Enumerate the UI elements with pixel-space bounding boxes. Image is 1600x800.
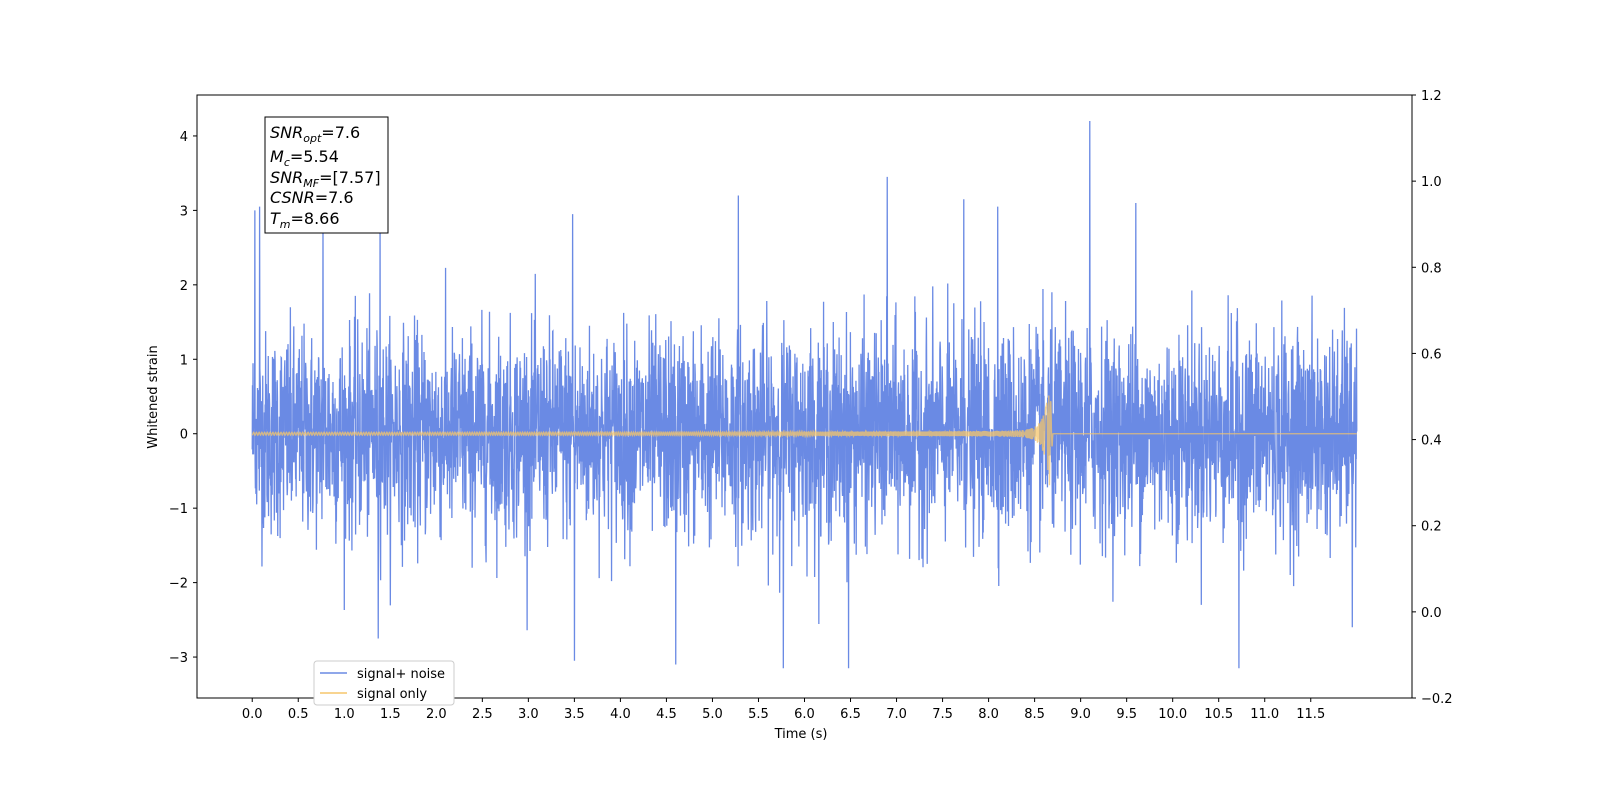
y2-tick-label: 0.4 bbox=[1421, 434, 1442, 449]
x-tick-label: 7.5 bbox=[932, 707, 953, 722]
x-tick-label: 9.5 bbox=[1116, 707, 1137, 722]
annotation-subscript: m bbox=[280, 218, 291, 231]
y2-tick-label: 1.0 bbox=[1421, 175, 1442, 190]
x-tick-label: 3.0 bbox=[518, 707, 539, 722]
annotation-subscript: opt bbox=[303, 132, 322, 145]
x-tick-label: 5.5 bbox=[748, 707, 769, 722]
y2-tick-label: −0.2 bbox=[1421, 692, 1453, 707]
annotation-key: CSNR bbox=[270, 188, 315, 207]
y-tick-label: 1 bbox=[180, 353, 188, 368]
y-tick-label: 0 bbox=[180, 428, 188, 443]
x-tick-label: 1.0 bbox=[334, 707, 355, 722]
x-tick-label: 4.0 bbox=[610, 707, 631, 722]
x-tick-label: 4.5 bbox=[656, 707, 677, 722]
annotation-line: SNRMF=[7.57] bbox=[270, 168, 381, 190]
y-tick-label: 3 bbox=[180, 204, 188, 219]
legend-label: signal only bbox=[357, 687, 427, 702]
x-tick-label: 6.0 bbox=[794, 707, 815, 722]
annotation-value: =7.6 bbox=[321, 123, 360, 142]
annotation-key: SNR bbox=[270, 168, 303, 187]
x-tick-label: 3.5 bbox=[564, 707, 585, 722]
y-tick-label: 2 bbox=[180, 279, 188, 294]
y-tick-label: 4 bbox=[180, 130, 188, 145]
legend-frame bbox=[313, 660, 455, 706]
x-tick-label: 5.0 bbox=[702, 707, 723, 722]
x-axis: 0.0 0.5 1.0 1.5 2.0 2.5 3.0 3.5 4.0 4.5 5.0 5.5 6.0 6… bbox=[242, 698, 1325, 722]
annotation-line: CSNR=7.6 bbox=[270, 188, 354, 207]
x-tick-label: 10.0 bbox=[1158, 707, 1187, 722]
y2-tick-label: 0.6 bbox=[1421, 347, 1442, 362]
x-tick-label: 7.0 bbox=[886, 707, 907, 722]
annotation-key: T bbox=[270, 209, 281, 228]
x-tick-label: 11.5 bbox=[1296, 707, 1325, 722]
y-axis-label: Whitened strain bbox=[146, 345, 161, 448]
annotation-subscript: c bbox=[284, 156, 290, 169]
x-tick-label: 0.5 bbox=[288, 707, 309, 722]
annotation-value: =[7.57] bbox=[319, 168, 381, 187]
annotation-key: SNR bbox=[270, 123, 303, 142]
x-tick-label: 8.5 bbox=[1024, 707, 1045, 722]
x-tick-label: 9.0 bbox=[1070, 707, 1091, 722]
y-tick-label: −2 bbox=[169, 577, 188, 592]
x-axis-label: Time (s) bbox=[774, 727, 828, 742]
annotation-value: =7.6 bbox=[315, 188, 354, 207]
y2-tick-label: 0.8 bbox=[1421, 261, 1442, 276]
y-tick-label: −1 bbox=[169, 502, 188, 517]
annotation-line: Tm=8.66 bbox=[270, 209, 340, 231]
y-tick-label: −3 bbox=[169, 651, 188, 666]
annotation-line: Mc=5.54 bbox=[270, 147, 339, 169]
legend: signal+ noise signal only bbox=[313, 660, 455, 706]
x-tick-label: 2.5 bbox=[472, 707, 493, 722]
series-signal-only bbox=[251, 395, 1357, 486]
y2-tick-label: 0.2 bbox=[1421, 520, 1442, 535]
legend-label: signal+ noise bbox=[357, 667, 445, 682]
signal-only-line bbox=[251, 395, 1357, 486]
metrics-annotation-box: SNRopt=7.6Mc=5.54SNRMF=[7.57]CSNR=7.6Tm=… bbox=[264, 116, 389, 234]
annotation-key: M bbox=[270, 147, 284, 166]
annotation-value: =8.66 bbox=[291, 209, 340, 228]
y2-axis: −0.2 0.0 0.2 0.4 0.6 0.8 1.0 1.2 bbox=[1412, 89, 1453, 707]
annotation-subscript: MF bbox=[303, 177, 319, 190]
signal-plus-noise-line bbox=[251, 121, 1358, 669]
series-signal-plus-noise bbox=[251, 121, 1358, 669]
annotation-line: SNRopt=7.6 bbox=[270, 123, 360, 145]
x-tick-label: 1.5 bbox=[380, 707, 401, 722]
annotation-frame bbox=[264, 116, 389, 234]
annotation-value: =5.54 bbox=[290, 147, 339, 166]
x-tick-label: 10.5 bbox=[1204, 707, 1233, 722]
y2-tick-label: 1.2 bbox=[1421, 89, 1442, 104]
plot-area bbox=[251, 121, 1358, 669]
x-tick-label: 11.0 bbox=[1250, 707, 1279, 722]
x-tick-label: 0.0 bbox=[242, 707, 263, 722]
x-tick-label: 6.5 bbox=[840, 707, 861, 722]
y2-tick-label: 0.0 bbox=[1421, 606, 1442, 621]
y-axis: −3 −2 −1 0 1 2 3 4 bbox=[169, 130, 197, 666]
x-tick-label: 8.0 bbox=[978, 707, 999, 722]
x-tick-label: 2.0 bbox=[426, 707, 447, 722]
